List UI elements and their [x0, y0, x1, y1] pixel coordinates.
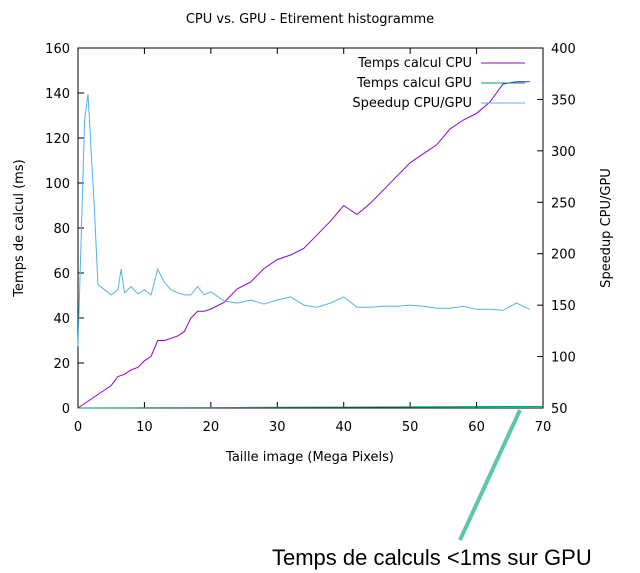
- plot-frame: [77, 47, 544, 409]
- y2-tick-label: 50: [551, 402, 568, 417]
- chart-title: CPU vs. GPU - Etirement histogramme: [186, 12, 434, 27]
- y-tick-label: 80: [53, 222, 70, 237]
- y2-tick-label: 150: [551, 299, 576, 314]
- legend-label-2: Temps calcul GPU: [356, 76, 472, 91]
- legend-label-3: Speedup CPU/GPU: [352, 96, 472, 111]
- x-tick-label: 70: [535, 420, 552, 435]
- y2-tick-label: 400: [551, 42, 576, 57]
- y-tick-label: 140: [45, 87, 70, 102]
- x-tick-label: 20: [203, 420, 220, 435]
- y-tick-label: 100: [45, 177, 70, 192]
- x-tick-label: 0: [74, 420, 82, 435]
- x-axis-ticks: 0 10 20 30 40 50 60 70: [74, 48, 551, 435]
- y-tick-label: 60: [53, 267, 70, 282]
- y-tick-label: 40: [53, 312, 70, 327]
- series-layer: [77, 81, 544, 409]
- x-tick-label: 50: [402, 420, 419, 435]
- y-axis-ticks: 0 20 40 60 80 100 120 140 160: [45, 42, 84, 417]
- x-tick-label: 30: [269, 420, 286, 435]
- legend-label-1: Temps calcul CPU: [357, 56, 472, 71]
- y-axis-label: Temps de calcul (ms): [12, 159, 27, 297]
- y-tick-label: 0: [62, 402, 70, 417]
- y-tick-label: 120: [45, 132, 70, 147]
- series-line-1: [77, 81, 530, 409]
- y-tick-label: 160: [45, 42, 70, 57]
- y2-axis-label: Speedup CPU/GPU: [599, 168, 614, 288]
- y2-tick-label: 350: [551, 93, 576, 108]
- annotation-arrow: [458, 409, 522, 541]
- x-tick-label: 10: [136, 420, 153, 435]
- annotation-text: Temps de calculs <1ms sur GPU: [272, 545, 592, 570]
- x-tick-label: 40: [335, 420, 352, 435]
- y2-tick-label: 200: [551, 248, 576, 263]
- x-axis-label: Taille image (Mega Pixels): [225, 450, 394, 465]
- series-line-3: [77, 94, 530, 347]
- y2-tick-label: 250: [551, 196, 576, 211]
- y2-tick-label: 100: [551, 351, 576, 366]
- y2-axis-ticks: 50 100 150 200 250 300 350 400: [537, 42, 576, 417]
- y-tick-label: 20: [53, 357, 70, 372]
- series-line-2: [77, 405, 544, 409]
- x-tick-label: 60: [468, 420, 485, 435]
- y2-tick-label: 300: [551, 145, 576, 160]
- legend: Temps calcul CPU Temps calcul GPU Speedup …: [352, 56, 525, 111]
